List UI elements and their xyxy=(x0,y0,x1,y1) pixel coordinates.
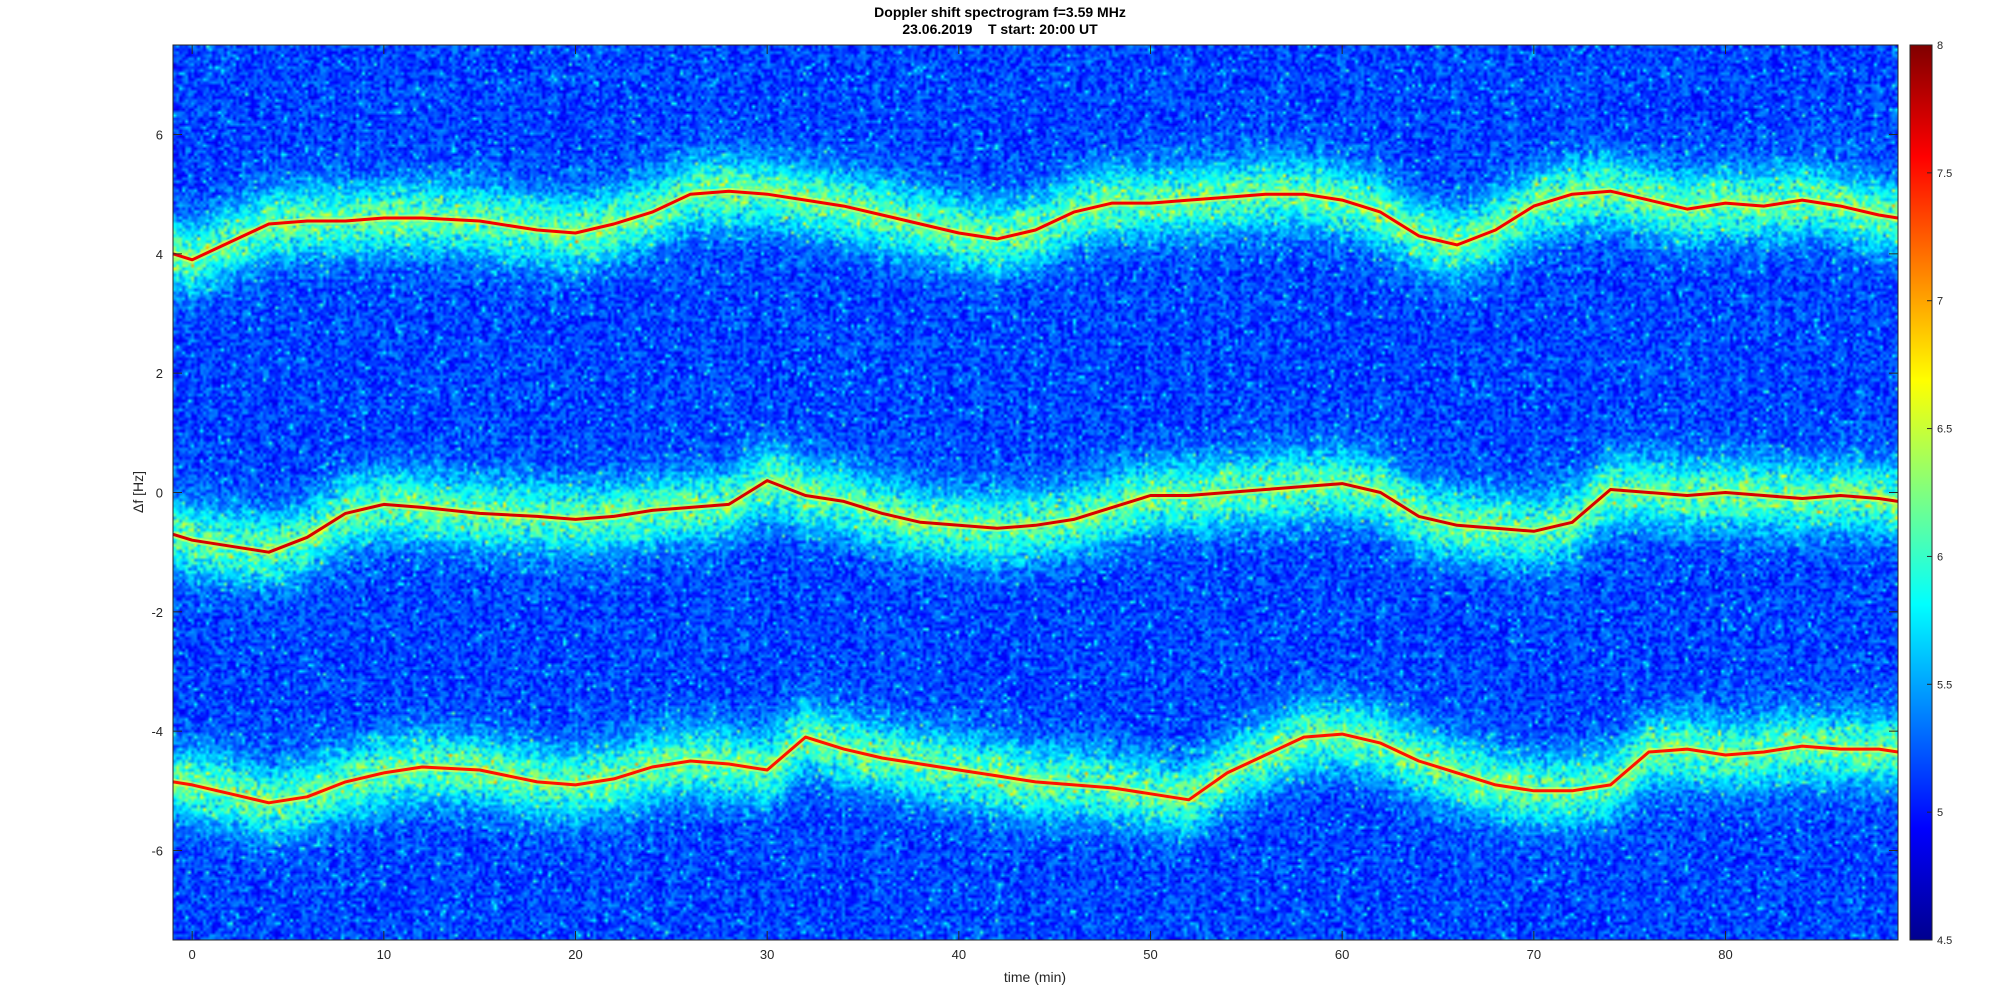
x-tick-label: 60 xyxy=(1335,947,1349,962)
x-tick-label: 0 xyxy=(189,947,196,962)
x-tick-label: 40 xyxy=(952,947,966,962)
colorbar-tick-label: 7 xyxy=(1937,296,1943,308)
y-tick-label: 4 xyxy=(156,247,163,262)
y-tick-label: -6 xyxy=(151,844,163,859)
colorbar-axis: 4.5 5 5.5 6 6.5 7 7.5 8 xyxy=(1927,40,1952,947)
x-tick-label: 80 xyxy=(1718,947,1732,962)
x-tick-label: 10 xyxy=(377,947,391,962)
colorbar-tick-label: 5.5 xyxy=(1937,679,1952,691)
y-axis: -6 -4 -2 0 2 4 6 xyxy=(151,128,1898,859)
colorbar-tick-label: 7.5 xyxy=(1937,168,1952,180)
x-tick-label: 50 xyxy=(1143,947,1157,962)
colorbar xyxy=(1909,44,1933,941)
x-tick-label: 70 xyxy=(1527,947,1541,962)
y-tick-label: 0 xyxy=(156,486,163,501)
trace-2 xyxy=(173,479,1898,554)
colorbar-tick-label: 6 xyxy=(1937,551,1943,563)
x-axis: 0 10 20 30 40 50 60 70 80 xyxy=(189,45,1733,962)
chart-title: Doppler shift spectrogram f=3.59 MHz xyxy=(874,4,1126,20)
x-tick-label: 30 xyxy=(760,947,774,962)
trace-layer xyxy=(173,187,1898,807)
colorbar-tick-label: 8 xyxy=(1937,40,1943,52)
chart-subtitle: 23.06.2019 T start: 20:00 UT xyxy=(902,21,1098,37)
y-tick-label: 6 xyxy=(156,128,163,143)
y-tick-label: 2 xyxy=(156,366,163,381)
trace-3 xyxy=(173,732,1898,805)
colorbar-tick-label: 6.5 xyxy=(1937,424,1952,436)
colorbar-tick-label: 5 xyxy=(1937,807,1943,819)
y-axis-title: Δf [Hz] xyxy=(130,471,146,513)
chart-title-block: Doppler shift spectrogram f=3.59 MHz 23.… xyxy=(0,4,2000,38)
colorbar-tick-label: 4.5 xyxy=(1937,935,1952,947)
trace-1 xyxy=(173,189,1898,262)
y-tick-label: -4 xyxy=(151,724,163,739)
x-tick-label: 20 xyxy=(568,947,582,962)
y-tick-label: -2 xyxy=(151,605,163,620)
x-axis-title: time (min) xyxy=(1004,969,1066,985)
